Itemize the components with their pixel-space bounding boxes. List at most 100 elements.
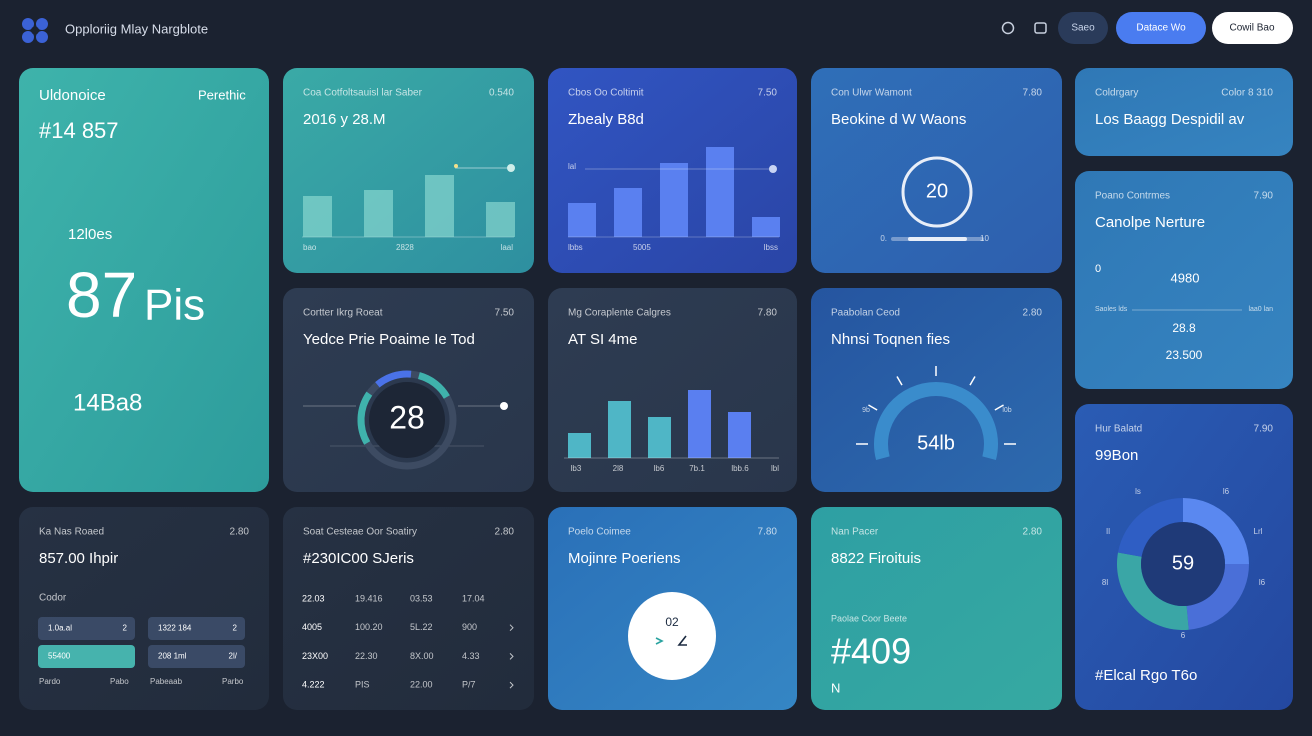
card-stat: 7.80 (1023, 88, 1043, 99)
bar (303, 196, 332, 237)
chip-label: 208 1ml (158, 652, 187, 661)
table-cell: P/7 (462, 679, 476, 689)
donut-segment (1118, 498, 1183, 557)
icon-chat[interactable] (1001, 21, 1015, 35)
axis-label: lbbs (568, 243, 583, 252)
axis-label: lb3 (571, 464, 582, 473)
card-label: Coa Cotfoltsauisl lar Saber (303, 88, 423, 99)
donut-segment (1183, 498, 1249, 564)
gauge-max: 10 (980, 234, 989, 243)
chip-label: 1322 184 (158, 624, 192, 633)
chip (38, 645, 135, 668)
card-label: Coldrgary (1095, 88, 1138, 99)
table-cell: 4.33 (462, 651, 480, 661)
gauge-min: 0. (880, 234, 887, 243)
gauge-tick (994, 404, 1004, 411)
donut-segment (1186, 564, 1249, 630)
donut-center (1141, 522, 1225, 606)
button-label[interactable]: Cowil Bao (1229, 23, 1274, 34)
table-cell: 23X00 (302, 651, 328, 661)
button[interactable] (1116, 12, 1206, 44)
card (811, 507, 1062, 710)
donut-arc (375, 370, 412, 388)
card-stat: 7.50 (495, 308, 515, 319)
scale-label: Saoles lds (1095, 306, 1128, 313)
card-foot: N (831, 680, 840, 695)
button-label[interactable]: Datace Wo (1136, 23, 1186, 34)
kpi-value: #409 (831, 631, 911, 672)
button[interactable] (1212, 12, 1293, 44)
bar (568, 433, 591, 458)
bar (568, 203, 596, 237)
ring-label: ls (1135, 487, 1141, 496)
row-chevron (509, 624, 514, 632)
card-stat: 7.50 (758, 88, 778, 99)
card-label: Cbos Oo Coltimit (568, 88, 644, 99)
kpi-big: 87 (66, 259, 137, 331)
card-stat: 0.540 (489, 88, 514, 99)
bar (486, 202, 515, 237)
icon-box[interactable] (1034, 22, 1047, 34)
chip-caption: Parbo (222, 677, 244, 686)
chip-label: 55400 (48, 652, 71, 661)
card-title: AT SI 4me (568, 331, 637, 348)
badge-mark (655, 637, 664, 645)
card-label: Poelo Coimee (568, 527, 631, 538)
card-title: 857.00 Ihpir (39, 550, 118, 567)
gauge-arc (874, 382, 998, 461)
card-title: Mojinre Poeriens (568, 550, 681, 567)
chip-end: 2 (123, 624, 128, 633)
chip-end: 2l/ (229, 652, 238, 661)
table-cell: 8X.00 (410, 651, 434, 661)
card-label: Poano Contrmes (1095, 191, 1170, 202)
chip-label: 1.0a.al (48, 624, 72, 633)
bar (752, 217, 780, 237)
card-stat: Color 8 310 (1221, 88, 1273, 99)
ring-label: Lrl (1254, 527, 1263, 536)
card-title: 99Bon (1095, 447, 1138, 464)
axis-label: lbss (764, 243, 778, 252)
axis-label: lb6 (654, 464, 665, 473)
chip (38, 617, 135, 640)
axis-label: laal (501, 243, 514, 252)
axis-label: 2828 (396, 243, 414, 252)
button-label[interactable]: Saeo (1071, 23, 1095, 34)
table-cell: 4.222 (302, 679, 325, 689)
chip-caption: Pabo (110, 677, 129, 686)
ring-label: l6 (1259, 578, 1266, 587)
bar (706, 147, 734, 237)
card-title: Uldonoice (39, 87, 106, 104)
donut-value: 28 (389, 399, 425, 435)
gauge-tick (969, 376, 976, 386)
button[interactable] (1058, 12, 1108, 44)
card-stat: 2.80 (1023, 527, 1043, 538)
bar (660, 163, 688, 237)
bar (614, 188, 642, 237)
bar (728, 412, 751, 458)
scale-label: laa0 lan (1248, 306, 1273, 313)
card (1075, 171, 1293, 389)
card-title: Yedce Prie Poaime Ie Tod (303, 331, 475, 348)
chip (148, 617, 245, 640)
bar (364, 190, 393, 237)
donut-value: 59 (1172, 552, 1194, 574)
card-stat: 7.90 (1254, 191, 1274, 202)
ring-label: l6 (1223, 487, 1230, 496)
donut-arc (357, 391, 373, 445)
row-chevron (509, 653, 514, 660)
table-cell: 22.00 (410, 679, 433, 689)
legend-label: lal (568, 162, 576, 171)
axis-label: 2l8 (613, 464, 624, 473)
card (811, 68, 1062, 273)
slider-knob (454, 164, 458, 168)
gauge-ring (901, 156, 973, 228)
card-title: Los Baagg Despidil av (1095, 111, 1245, 128)
card-label: Nan Pacer (831, 527, 879, 538)
gauge-value: 20 (926, 180, 948, 202)
donut-segment (1117, 552, 1189, 630)
kpi-foot: 14Ba8 (73, 389, 142, 416)
card-label: Cortter Ikrg Roeat (303, 308, 383, 319)
slider-knob (507, 164, 515, 172)
axis-label: 5005 (633, 243, 651, 252)
table-cell: 19.416 (355, 593, 383, 603)
